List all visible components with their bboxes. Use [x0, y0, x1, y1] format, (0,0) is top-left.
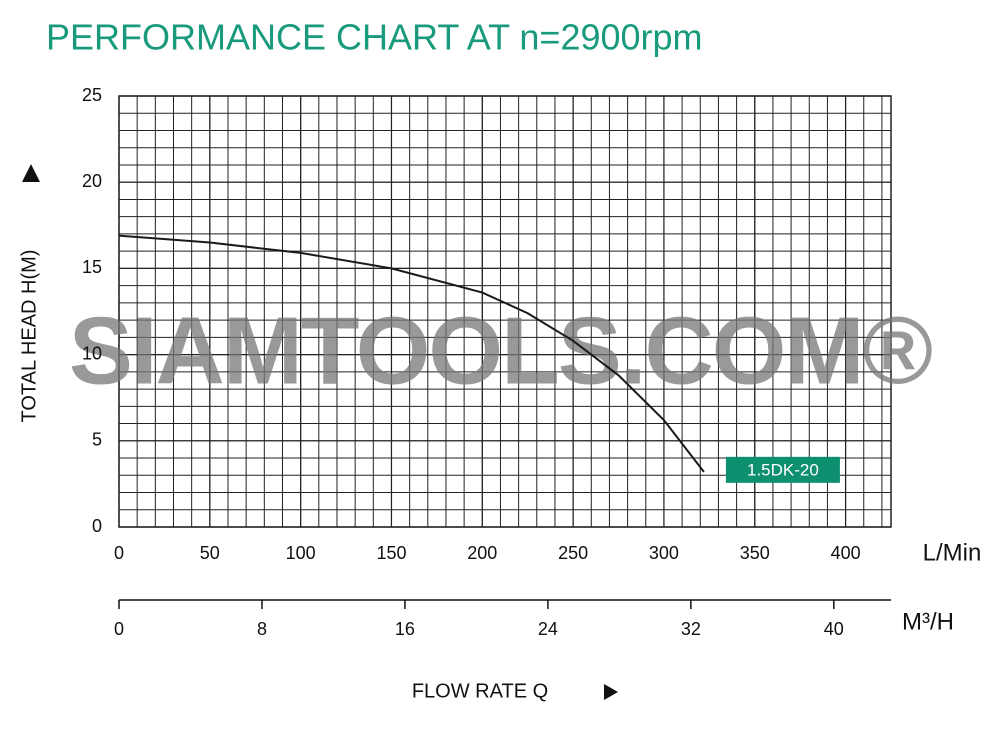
- x-tick-label: 0: [114, 543, 124, 563]
- series-label-box: [725, 456, 840, 483]
- x-tick-label: 50: [200, 543, 220, 563]
- watermark: SIAMTOOLS.COM®: [69, 297, 933, 404]
- series-label: 1.5DK-20: [747, 460, 819, 479]
- x2-unit: M³/H: [902, 608, 954, 635]
- x-unit: L/Min: [923, 539, 982, 566]
- y-arrow: [22, 164, 40, 182]
- x-tick-label: 200: [467, 543, 497, 563]
- x2-tick-label: 8: [257, 619, 267, 639]
- y-tick-label: 15: [82, 257, 102, 277]
- x2-tick-label: 32: [681, 619, 701, 639]
- x2-tick-label: 24: [538, 619, 558, 639]
- x-tick-label: 100: [286, 543, 316, 563]
- x-axis-label: FLOW RATE Q: [412, 680, 548, 702]
- y-tick-label: 5: [92, 430, 102, 450]
- x-tick-label: 300: [649, 543, 679, 563]
- y-axis-label: TOTAL HEAD H(M): [18, 250, 40, 423]
- x-tick-label: 250: [558, 543, 588, 563]
- chart-title: PERFORMANCE CHART AT n=2900rpm: [46, 17, 703, 58]
- x2-tick-label: 0: [114, 619, 124, 639]
- x2-tick-label: 40: [824, 619, 844, 639]
- x-arrow: [604, 684, 618, 700]
- curve: [118, 234, 705, 473]
- x-tick-label: 400: [831, 543, 861, 563]
- x-tick-label: 350: [740, 543, 770, 563]
- y-tick-label: 0: [92, 516, 102, 536]
- y-tick-label: 25: [82, 85, 102, 105]
- y-tick-label: 10: [82, 343, 102, 363]
- y-tick-label: 20: [82, 171, 102, 191]
- x-tick-label: 150: [376, 543, 406, 563]
- x2-tick-label: 16: [395, 619, 415, 639]
